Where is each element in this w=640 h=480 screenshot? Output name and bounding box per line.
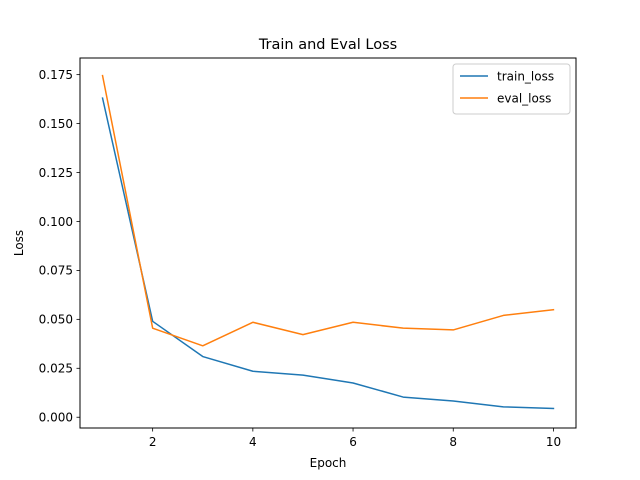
x-tick-label: 2 [149, 435, 157, 449]
y-tick-label: 0.000 [39, 411, 73, 425]
y-tick-label: 0.050 [39, 313, 73, 327]
series-line-eval_loss [101, 74, 555, 347]
y-tick-label: 0.100 [39, 215, 73, 229]
x-axis: 2 4 6 8 10 [149, 428, 561, 449]
series-line-train_loss [101, 97, 555, 410]
y-tick-label: 0.025 [39, 362, 73, 376]
y-axis: 0.000 0.025 0.050 0.075 0.100 0.125 0.150 0.175 [39, 68, 80, 425]
chart-title: Train and Eval Loss [258, 37, 397, 53]
legend-label-train_loss: train_loss [497, 69, 554, 83]
x-tick-label: 8 [449, 435, 457, 449]
plot-lines [101, 74, 555, 410]
x-tick-label: 10 [546, 435, 561, 449]
legend: train_loss eval_loss [452, 63, 571, 115]
x-axis-label: Epoch [310, 456, 347, 470]
y-tick-label: 0.125 [39, 166, 73, 180]
plot-frame [79, 57, 577, 429]
y-tick-label: 0.075 [39, 264, 73, 278]
x-tick-label: 6 [349, 435, 357, 449]
y-tick-label: 0.150 [39, 117, 73, 131]
x-tick-label: 4 [249, 435, 257, 449]
y-tick-label: 0.175 [39, 68, 73, 82]
y-axis-label: Loss [12, 230, 26, 256]
legend-label-eval_loss: eval_loss [497, 91, 551, 105]
